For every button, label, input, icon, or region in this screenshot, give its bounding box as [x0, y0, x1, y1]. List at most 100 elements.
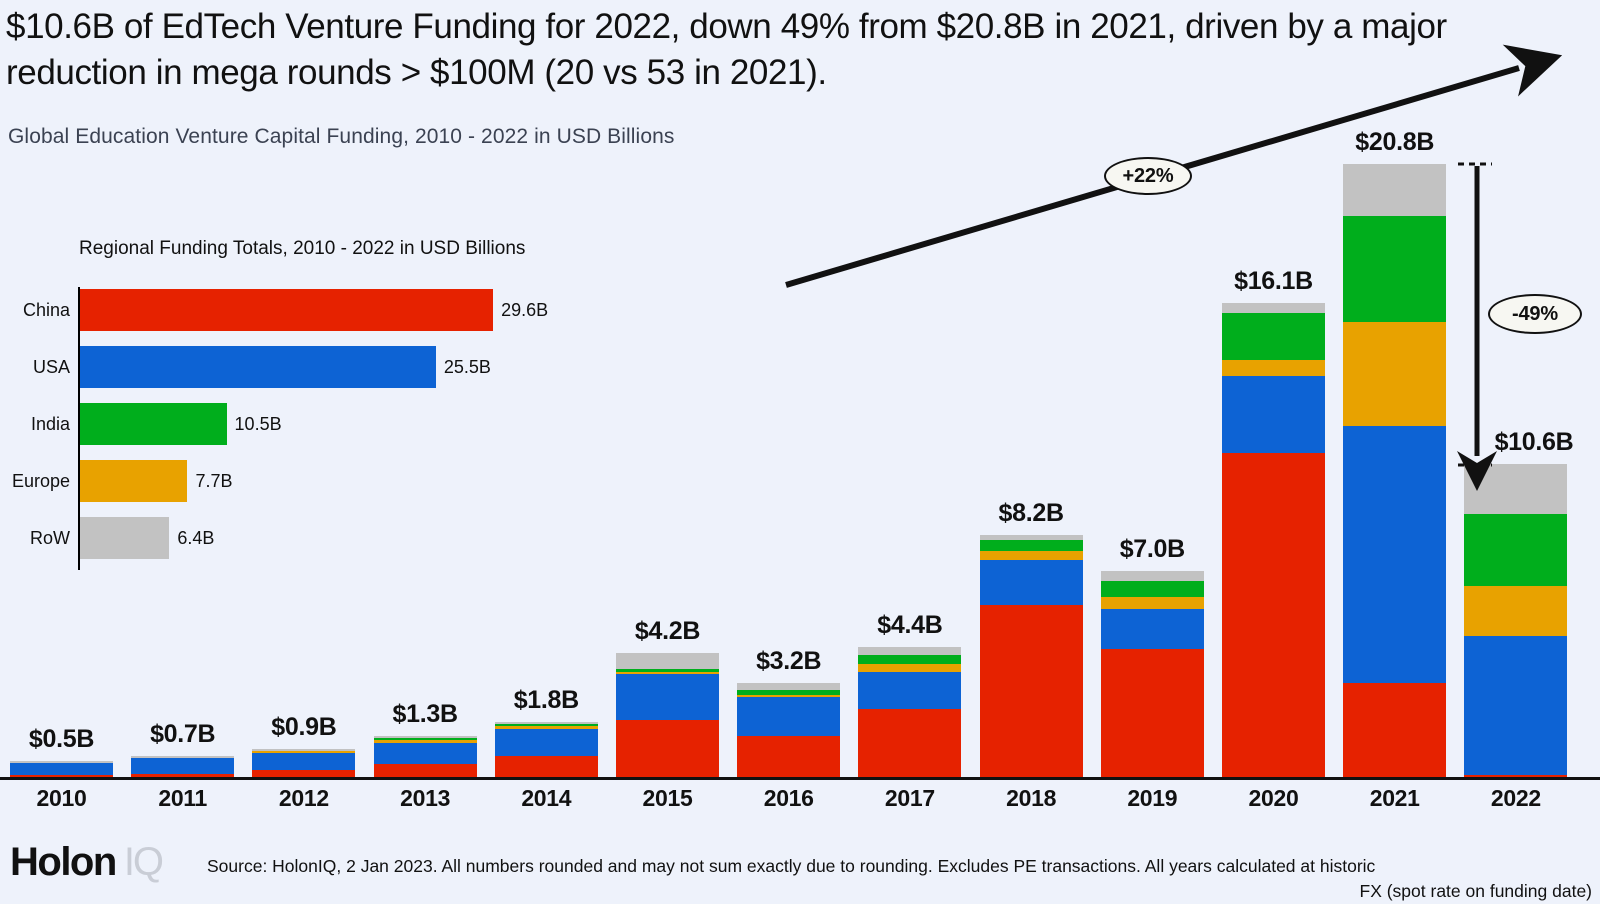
inset-bar-label: China: [22, 300, 70, 320]
bar-segment-india: [1464, 514, 1568, 587]
inset-bar: [80, 289, 494, 331]
page-subtitle: Global Education Venture Capital Funding…: [8, 125, 675, 148]
x-axis-label: 2010: [36, 785, 87, 811]
bar-segment-usa: [737, 697, 841, 736]
bar-segment-europe: [1464, 586, 1568, 637]
bar-segment-europe: [494, 726, 598, 729]
bar-segment-china: [1464, 774, 1568, 777]
stacked-bar-column: $3.2B: [737, 647, 841, 777]
inset-bar-value: 29.6B: [501, 300, 549, 320]
bar-segment-row: [616, 653, 719, 670]
logo-wordmark: Holon: [10, 840, 117, 884]
bar-segment-europe: [737, 695, 841, 698]
x-axis-label: 2011: [158, 785, 208, 811]
bar-segment-row: [1464, 463, 1568, 515]
bar-segment-india: [494, 724, 598, 727]
inset-chart-axis: [78, 287, 80, 570]
inset-chart-title: Regional Funding Totals, 2010 - 2022 in …: [79, 238, 526, 259]
stacked-bar-column: $16.1B: [1222, 267, 1325, 777]
x-axis-label: 2019: [1127, 785, 1178, 811]
inset-bar-label: USA: [32, 357, 70, 377]
stacked-bar-column: $4.4B: [858, 611, 962, 777]
inset-bar: [80, 517, 170, 559]
x-axis-label: 2018: [1006, 785, 1057, 811]
bar-segment-china: [1343, 682, 1447, 777]
logo-iq-mark: IQ: [123, 840, 164, 884]
stacked-bar-column: $4.2B: [616, 617, 719, 777]
bar-segment-china: [494, 755, 598, 777]
bar-segment-china: [1222, 452, 1325, 777]
bar-segment-usa: [858, 672, 962, 710]
inset-bar: [80, 460, 188, 502]
bar-segment-usa: [131, 757, 235, 774]
bar-total-label: $3.2B: [756, 646, 822, 675]
bar-segment-europe: [616, 671, 719, 674]
bar-segment-usa: [616, 673, 719, 720]
bar-segment-row: [1100, 570, 1204, 582]
growth-percent-badge: +22%: [1104, 157, 1192, 195]
x-axis-label: 2014: [521, 785, 572, 811]
bar-segment-usa: [1100, 609, 1204, 649]
bar-total-label: $0.5B: [28, 724, 95, 753]
inset-bar-row: USA 25.5B: [0, 346, 600, 388]
bar-segment-india: [1100, 581, 1204, 597]
chart-baseline-axis: [0, 777, 1600, 780]
bar-total-label: $16.1B: [1234, 266, 1313, 295]
inset-bar-value: 10.5B: [234, 414, 282, 434]
bar-segment-row: [252, 749, 356, 752]
bar-total-label: $1.3B: [392, 699, 458, 728]
bar-segment-usa: [1222, 376, 1325, 453]
x-axis-label: 2020: [1248, 785, 1299, 811]
bar-segment-india: [737, 690, 841, 696]
bar-total-label: $1.8B: [513, 686, 580, 715]
bar-segment-europe: [979, 550, 1083, 561]
bar-segment-row: [1222, 302, 1325, 313]
bar-segment-china: [10, 774, 113, 777]
stacked-bar-column: $1.3B: [373, 700, 477, 777]
bar-total-label: $10.6B: [1494, 427, 1574, 456]
bar-segment-india: [373, 738, 477, 741]
decline-percent-badge: -49%: [1488, 294, 1582, 334]
x-axis-label: 2021: [1369, 785, 1420, 811]
bar-segment-europe: [858, 664, 962, 673]
bar-segment-europe: [1343, 321, 1447, 427]
bar-segment-europe: [373, 740, 477, 743]
stacked-bar-column: $0.7B: [131, 720, 235, 777]
page-title: $10.6B of EdTech Venture Funding for 202…: [6, 7, 1447, 92]
bar-total-label: $7.0B: [1119, 534, 1186, 563]
inset-bar: [80, 346, 436, 388]
bar-segment-row: [494, 722, 598, 725]
bar-total-label: $0.7B: [150, 719, 216, 748]
bar-segment-india: [1222, 312, 1325, 360]
bar-total-label: $20.8B: [1355, 128, 1435, 156]
bar-segment-usa: [252, 753, 356, 770]
x-axis-label: 2017: [884, 785, 935, 811]
x-axis-label: 2015: [642, 785, 693, 811]
stacked-bar-column: $1.8B: [494, 686, 598, 777]
inset-bar-value: 7.7B: [195, 471, 233, 491]
bar-segment-india: [979, 540, 1083, 551]
source-note-line-2: FX (spot rate on funding date): [1359, 881, 1593, 901]
bar-segment-europe: [1222, 360, 1325, 377]
bar-segment-europe: [252, 751, 356, 754]
source-note-line-1: Source: HolonIQ, 2 Jan 2023. All numbers…: [207, 856, 1376, 876]
inset-bar-value: 6.4B: [177, 528, 215, 548]
bar-segment-china: [1100, 648, 1204, 777]
bar-total-label: $8.2B: [998, 499, 1064, 528]
bar-segment-india: [616, 669, 719, 672]
bar-segment-china: [131, 773, 235, 777]
bar-segment-row: [373, 735, 477, 739]
bar-segment-row: [1343, 164, 1447, 216]
bar-segment-row: [131, 755, 235, 758]
bar-total-label: $4.4B: [877, 611, 943, 640]
bar-segment-row: [858, 647, 962, 655]
bar-segment-india: [1343, 215, 1447, 322]
bar-segment-china: [737, 735, 841, 777]
bar-segment-china: [979, 604, 1083, 777]
x-axis-label: 2012: [278, 785, 329, 811]
inset-bar-row: India 10.5B: [0, 403, 600, 445]
bar-segment-usa: [979, 560, 1083, 605]
inset-bar-row: China 29.6B: [0, 289, 600, 331]
bar-total-label: $4.2B: [634, 617, 701, 646]
